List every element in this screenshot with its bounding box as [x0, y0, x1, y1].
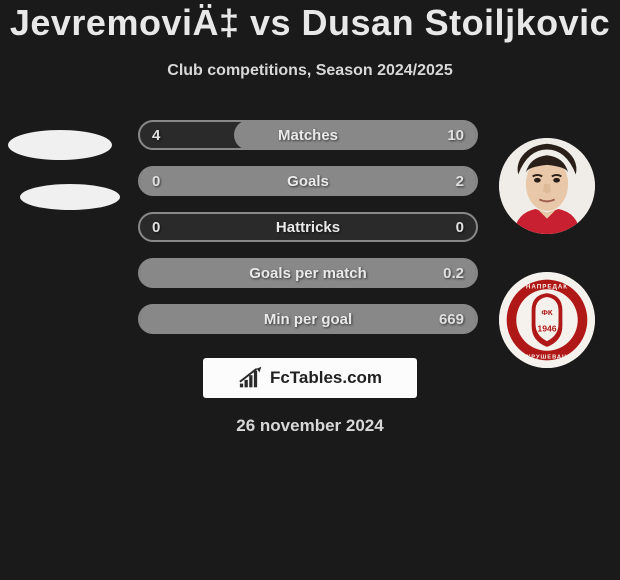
page-title: JevremoviÄ‡ vs Dusan Stoiljkovic — [10, 2, 610, 44]
svg-text:1946: 1946 — [537, 324, 556, 334]
club-right-crest: ФК 1946 НАПРЕДАК КРУШЕВАЦ — [499, 272, 595, 368]
watermark-text: FcTables.com — [270, 368, 382, 388]
player-left-avatar-1 — [8, 130, 112, 160]
bar-value-left: 4 — [152, 127, 160, 144]
player-face-icon — [499, 138, 595, 234]
bar-value-right: 10 — [447, 127, 464, 144]
main-container: JevremoviÄ‡ vs Dusan Stoiljkovic Club co… — [0, 0, 620, 436]
club-crest-icon: ФК 1946 НАПРЕДАК КРУШЕВАЦ — [499, 272, 595, 368]
svg-text:КРУШЕВАЦ: КРУШЕВАЦ — [527, 354, 567, 360]
svg-text:ФК: ФК — [541, 308, 553, 317]
bar-label: Goals per match — [249, 265, 367, 282]
stat-bar: Goals per match 0.2 — [138, 258, 478, 288]
date-text: 26 november 2024 — [0, 416, 620, 436]
bar-value-left: 0 — [152, 173, 160, 190]
subtitle: Club competitions, Season 2024/2025 — [167, 62, 452, 80]
bar-value-left: 0 — [152, 219, 160, 236]
bar-label: Matches — [278, 127, 338, 144]
bar-label: Min per goal — [264, 311, 352, 328]
bar-value-right: 2 — [456, 173, 464, 190]
watermark: FcTables.com — [203, 358, 417, 398]
stat-bar: 4 Matches 10 — [138, 120, 478, 150]
player-left-avatar-2 — [20, 184, 120, 210]
stats-area: ФК 1946 НАПРЕДАК КРУШЕВАЦ 4Matches100Goa… — [0, 120, 620, 334]
bar-value-right: 0 — [456, 219, 464, 236]
bar-label: Goals — [287, 173, 329, 190]
bar-value-right: 669 — [439, 311, 464, 328]
stat-bars: 4 Matches 10 0 Goals 2 0 Hattricks 0 Goals per ma… — [138, 120, 478, 334]
stat-bar: 0 Hattricks 0 — [138, 212, 478, 242]
player-right-avatar — [499, 138, 595, 234]
svg-text:НАПРЕДАК: НАПРЕДАК — [526, 283, 568, 290]
stat-bar: 0 Goals 2 — [138, 166, 478, 196]
bar-fill — [234, 120, 476, 150]
stat-bar: Min per goal 669 — [138, 304, 478, 334]
fctables-logo-icon — [238, 366, 266, 390]
bar-label: Hattricks — [276, 219, 340, 236]
bar-value-right: 0.2 — [443, 265, 464, 282]
